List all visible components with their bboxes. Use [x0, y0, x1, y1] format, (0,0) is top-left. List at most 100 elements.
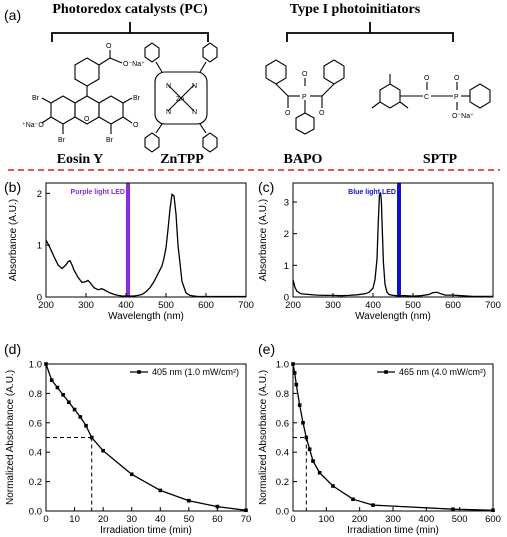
svg-text:O: O: [285, 110, 291, 117]
led-annotation: Purple light LED: [71, 189, 125, 196]
data-point: [215, 504, 220, 509]
y-axis-label: Absorbance (A.U.): [8, 199, 19, 281]
y-tick-label: 1.0: [29, 360, 42, 371]
panel-label-d: (d): [4, 341, 21, 357]
x-tick-label: 0: [290, 514, 295, 525]
data-point: [67, 400, 71, 405]
panel-label-a: (a): [4, 7, 21, 23]
x-tick-label: 40: [155, 514, 166, 525]
molecule-name-zntpp: ZnTPP: [160, 152, 204, 167]
y-tick-label: 0.8: [276, 389, 289, 400]
x-tick-label: 70: [241, 514, 252, 525]
x-tick-label: 300: [385, 514, 401, 525]
sptp-atoms: C P O O O⁻Na⁺: [424, 75, 474, 120]
x-axis-label: Irradiation time (min): [347, 525, 439, 536]
data-point: [72, 407, 77, 412]
series-line: [292, 363, 494, 511]
panel-label-e: (e): [258, 341, 275, 357]
data-point: [331, 484, 335, 488]
data-point: [297, 403, 302, 407]
panel-a: (a) Photoredox catalysts (PC) Type I pho…: [4, 2, 491, 167]
svg-text:N: N: [192, 83, 197, 90]
sptp-structure: [371, 74, 491, 110]
data-point: [301, 421, 305, 425]
svg-text:Br: Br: [32, 95, 40, 102]
legend-marker: [137, 370, 141, 374]
data-point: [187, 498, 191, 503]
y-tick-label: 1: [37, 241, 42, 252]
x-tick-label: 300: [78, 300, 94, 311]
y-axis-label: Normalized Absorbance (A.U.): [5, 370, 16, 505]
data-point: [84, 423, 88, 428]
x-tick-label: 600: [198, 300, 214, 311]
molecule-name-eosin-y: Eosin Y: [57, 152, 104, 167]
y-tick-label: 0.4: [276, 448, 289, 459]
svg-text:P: P: [454, 94, 459, 101]
data-point: [451, 507, 455, 512]
svg-text:⁺Na⁻O: ⁺Na⁻O: [22, 122, 44, 129]
y-tick-label: 3: [284, 198, 289, 209]
x-tick-label: 200: [352, 514, 368, 525]
svg-text:O: O: [84, 116, 90, 123]
data-point: [294, 382, 299, 387]
data-point: [158, 488, 163, 493]
svg-text:N: N: [166, 109, 171, 116]
x-axis-label: Irradiation time (min): [100, 525, 192, 536]
x-tick-label: 200: [38, 300, 54, 311]
x-tick-label: 600: [445, 300, 461, 311]
x-tick-label: 10: [69, 514, 80, 525]
data-point: [307, 447, 312, 452]
svg-text:O⁻Na⁺: O⁻Na⁺: [452, 113, 474, 120]
zntpp-atoms: Zn N N N N: [166, 83, 197, 116]
x-tick-label: 100: [318, 514, 334, 525]
x-tick-label: 400: [365, 300, 381, 311]
y-tick-label: 2: [284, 229, 289, 240]
x-tick-label: 400: [418, 514, 434, 525]
data-point: [311, 459, 315, 463]
svg-text:Zn: Zn: [176, 96, 184, 103]
panel-c-absorbance-zntpp: (c) Blue light LED 200 300 400 500 600 700 0 1 2 3 W…: [258, 179, 501, 322]
plot-frame: [45, 182, 247, 298]
legend-marker: [384, 370, 388, 374]
x-tick-label: 300: [325, 300, 341, 311]
y-tick-label: 2: [37, 189, 42, 200]
svg-text:O: O: [319, 110, 325, 117]
bapo-structure: [265, 59, 345, 135]
data-point: [78, 415, 83, 419]
data-point: [351, 497, 355, 502]
panel-b-absorbance-eosin: (b) Purple light LED 200 300 400 500 600 700 0 1 2…: [4, 179, 254, 322]
svg-text:O: O: [133, 122, 139, 129]
svg-text:N: N: [192, 109, 197, 116]
x-tick-label: 30: [126, 514, 137, 525]
eosin-y-structure: [41, 50, 133, 134]
zntpp-structure: [144, 42, 218, 153]
y-tick-label: 1.0: [276, 360, 289, 371]
svg-text:O: O: [302, 71, 308, 78]
y-axis-label: Absorbance (A.U.): [258, 199, 269, 281]
x-axis-label: Wavelength (nm): [108, 311, 184, 322]
bracket-pi: [286, 22, 454, 42]
data-point: [317, 470, 322, 475]
panel-e-decay-465: (e) 465 nm (4.0 mW/cm²) 0 100 200 300 400 500 60…: [258, 341, 501, 536]
legend-label: 465 nm (4.0 mW/cm²): [399, 367, 486, 377]
plot-frame: [292, 182, 494, 298]
bapo-atoms: P O O O: [285, 71, 325, 117]
x-tick-label: 200: [285, 300, 301, 311]
led-annotation: Blue light LED: [348, 189, 396, 196]
y-tick-label: 0.4: [29, 448, 42, 459]
series-line: [45, 193, 246, 298]
data-point: [49, 378, 54, 382]
group-title-pc: Photoredox catalysts (PC): [52, 2, 208, 17]
data-point: [55, 385, 60, 390]
data-point: [129, 472, 134, 477]
y-tick-label: 0.0: [276, 507, 289, 518]
svg-text:C: C: [424, 94, 429, 101]
data-point: [101, 448, 105, 453]
y-tick-label: 0: [284, 293, 289, 304]
y-tick-label: 0.6: [276, 418, 289, 429]
data-point: [304, 435, 309, 440]
x-tick-label: 20: [98, 514, 109, 525]
data-point: [371, 503, 375, 507]
x-tick-label: 400: [118, 300, 134, 311]
